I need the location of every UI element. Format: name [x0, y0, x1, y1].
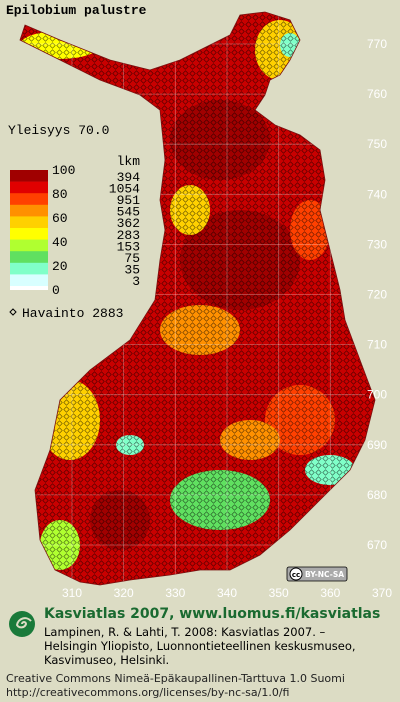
citation: Lampinen, R. & Lahti, T. 2008: Kasviatla…: [44, 625, 326, 639]
license-badge: cc BY-NC-SA: [286, 566, 348, 582]
y-tick-label: 670: [367, 538, 387, 552]
legend-swatch: [10, 251, 48, 264]
legend-swatch: [10, 274, 48, 287]
legend-swatch: [10, 181, 48, 194]
y-tick-label: 770: [367, 37, 387, 51]
legend-swatch: [10, 170, 48, 182]
legend-count: 951: [117, 193, 141, 208]
x-tick-label: 340: [217, 586, 237, 600]
legend-swatch: [10, 216, 48, 229]
logo-spiral: [15, 617, 32, 629]
x-tick-label: 320: [114, 586, 134, 600]
y-tick-label: 690: [367, 438, 387, 452]
y-tick-label: 740: [367, 187, 387, 201]
legend-count: 1054: [109, 181, 140, 196]
legend-scale-label: 100: [52, 163, 75, 178]
legend-count: 394: [117, 170, 141, 185]
legend-scale-label: 60: [52, 211, 68, 226]
map-area: [20, 12, 375, 585]
observations-label: Havainto 2883: [22, 306, 123, 321]
badge-cc: cc: [292, 571, 300, 579]
footer-heading: Kasviatlas 2007, www.luomus.fi/kasviatla…: [44, 606, 380, 622]
license-text: Creative Commons Nimeä-Epäkaupallinen-Ta…: [6, 672, 345, 685]
legend-count: 545: [117, 205, 140, 220]
legend-swatch: [10, 239, 48, 252]
legend-swatch: [10, 228, 48, 240]
legend-swatch: [10, 204, 48, 217]
legend-count: 75: [124, 251, 140, 266]
x-tick-label: 350: [269, 586, 289, 600]
legend-count: 153: [117, 239, 140, 254]
y-tick-label: 760: [367, 87, 387, 101]
x-tick-label: 330: [165, 586, 185, 600]
legend-swatch: [10, 286, 48, 290]
citation: Helsingin Yliopisto, Luonnontieteellinen…: [44, 639, 356, 653]
y-tick-label: 730: [367, 237, 387, 251]
badge-circle: [289, 567, 303, 581]
legend-swatch: [10, 262, 48, 275]
observation-symbol: [9, 308, 17, 316]
legend-count: 3: [132, 274, 140, 289]
observation-markers: [20, 12, 375, 585]
legend-scale-label: 20: [52, 259, 68, 274]
map-title: Epilobium palustre: [6, 3, 147, 18]
badge-text: BY-NC-SA: [305, 570, 344, 579]
x-tick-label: 360: [320, 586, 340, 600]
logo: [9, 611, 35, 637]
count-header: lkm: [117, 154, 141, 169]
frequency-label: Yleisyys 70.0: [8, 123, 109, 138]
license-url: http://creativecommons.org/licenses/by-n…: [6, 686, 289, 699]
legend-scale-label: 40: [52, 235, 68, 250]
legend-count: 35: [124, 263, 140, 278]
legend-scale-label: 0: [52, 283, 60, 298]
x-tick-label: 370: [372, 586, 392, 600]
citation: Kasvimuseo, Helsinki.: [44, 653, 169, 667]
y-tick-label: 680: [367, 488, 387, 502]
y-tick-label: 700: [367, 388, 387, 402]
y-tick-label: 750: [367, 137, 387, 151]
legend-count: 283: [117, 228, 140, 243]
x-tick-label: 310: [62, 586, 82, 600]
legend-scale-label: 80: [52, 187, 68, 202]
y-tick-label: 710: [367, 338, 387, 352]
badge-box: [286, 566, 348, 582]
legend-count: 362: [117, 216, 140, 231]
legend-swatch: [10, 193, 48, 206]
y-tick-label: 720: [367, 288, 387, 302]
